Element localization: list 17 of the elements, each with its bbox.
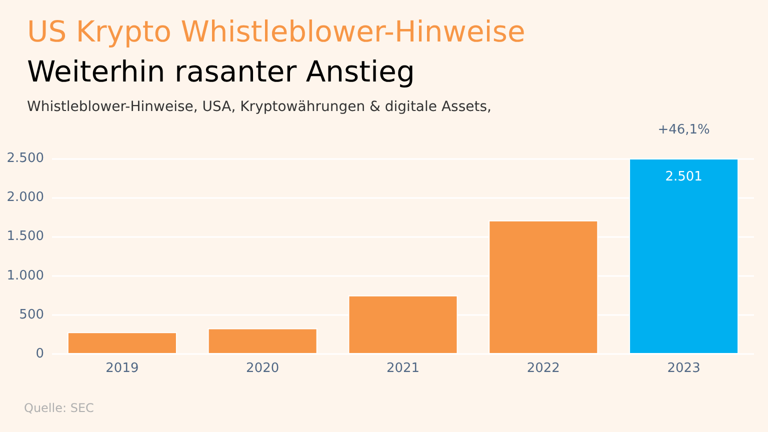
x-tick-label: 2021 [386,361,420,376]
x-tick-label: 2022 [526,361,560,376]
y-tick-label: 1.000 [6,268,44,284]
data-label: 2.501 [665,169,702,184]
y-axis-title: Whistleblower-Hinweise, USA, Kryptowährungen & digitale Assets, [27,99,492,115]
y-tick-label: 500 [19,307,44,322]
source-note: Quelle: SEC [24,401,94,415]
x-tick-label: 2023 [667,361,700,376]
y-tick-label: 1.500 [6,229,44,244]
chart-title: US Krypto Whistleblower-Hinweise [27,14,526,48]
y-tick-label: 2.500 [6,151,44,166]
y-tick-label: 0 [36,346,44,362]
x-tick-label: 2020 [246,361,280,376]
x-tick-label: 2019 [106,361,139,376]
chart-subtitle: Weiterhin rasanter Anstieg [27,54,415,88]
y-tick-label: 2.000 [6,190,44,206]
annotation: +46,1% [658,122,710,138]
